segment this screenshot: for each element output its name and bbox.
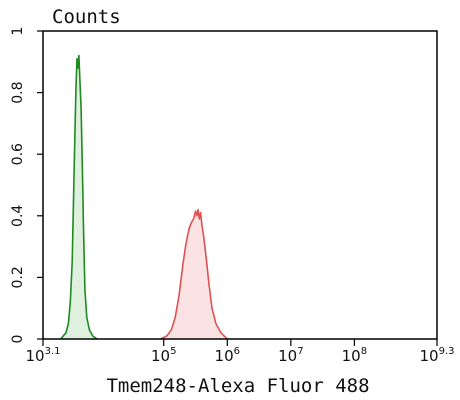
y-tick-label: 0.4: [10, 205, 26, 227]
y-tick-label: 0.6: [10, 143, 26, 165]
y-tick-label: 0.8: [10, 81, 26, 103]
series-1-line: [160, 208, 228, 340]
plot-frame: [42, 30, 438, 340]
y-tick-label: 0: [10, 335, 26, 344]
y-axis-label: Counts: [52, 6, 121, 28]
x-tick-label: 109.3: [420, 346, 455, 365]
x-tick-label: 106: [215, 346, 240, 365]
series-0-area: [60, 55, 97, 339]
x-tick-label: 107: [278, 346, 303, 365]
series-0-line: [60, 54, 98, 340]
y-tick-label: 0.2: [10, 266, 26, 288]
x-tick-label: 105: [151, 346, 176, 365]
x-tick-label: 108: [342, 346, 367, 365]
y-tick-label: 1: [10, 27, 26, 36]
x-axis-label: Tmem248-Alexa Fluor 488: [106, 375, 369, 397]
series-1-area: [160, 209, 228, 339]
x-tick-label: 103.1: [26, 346, 61, 365]
